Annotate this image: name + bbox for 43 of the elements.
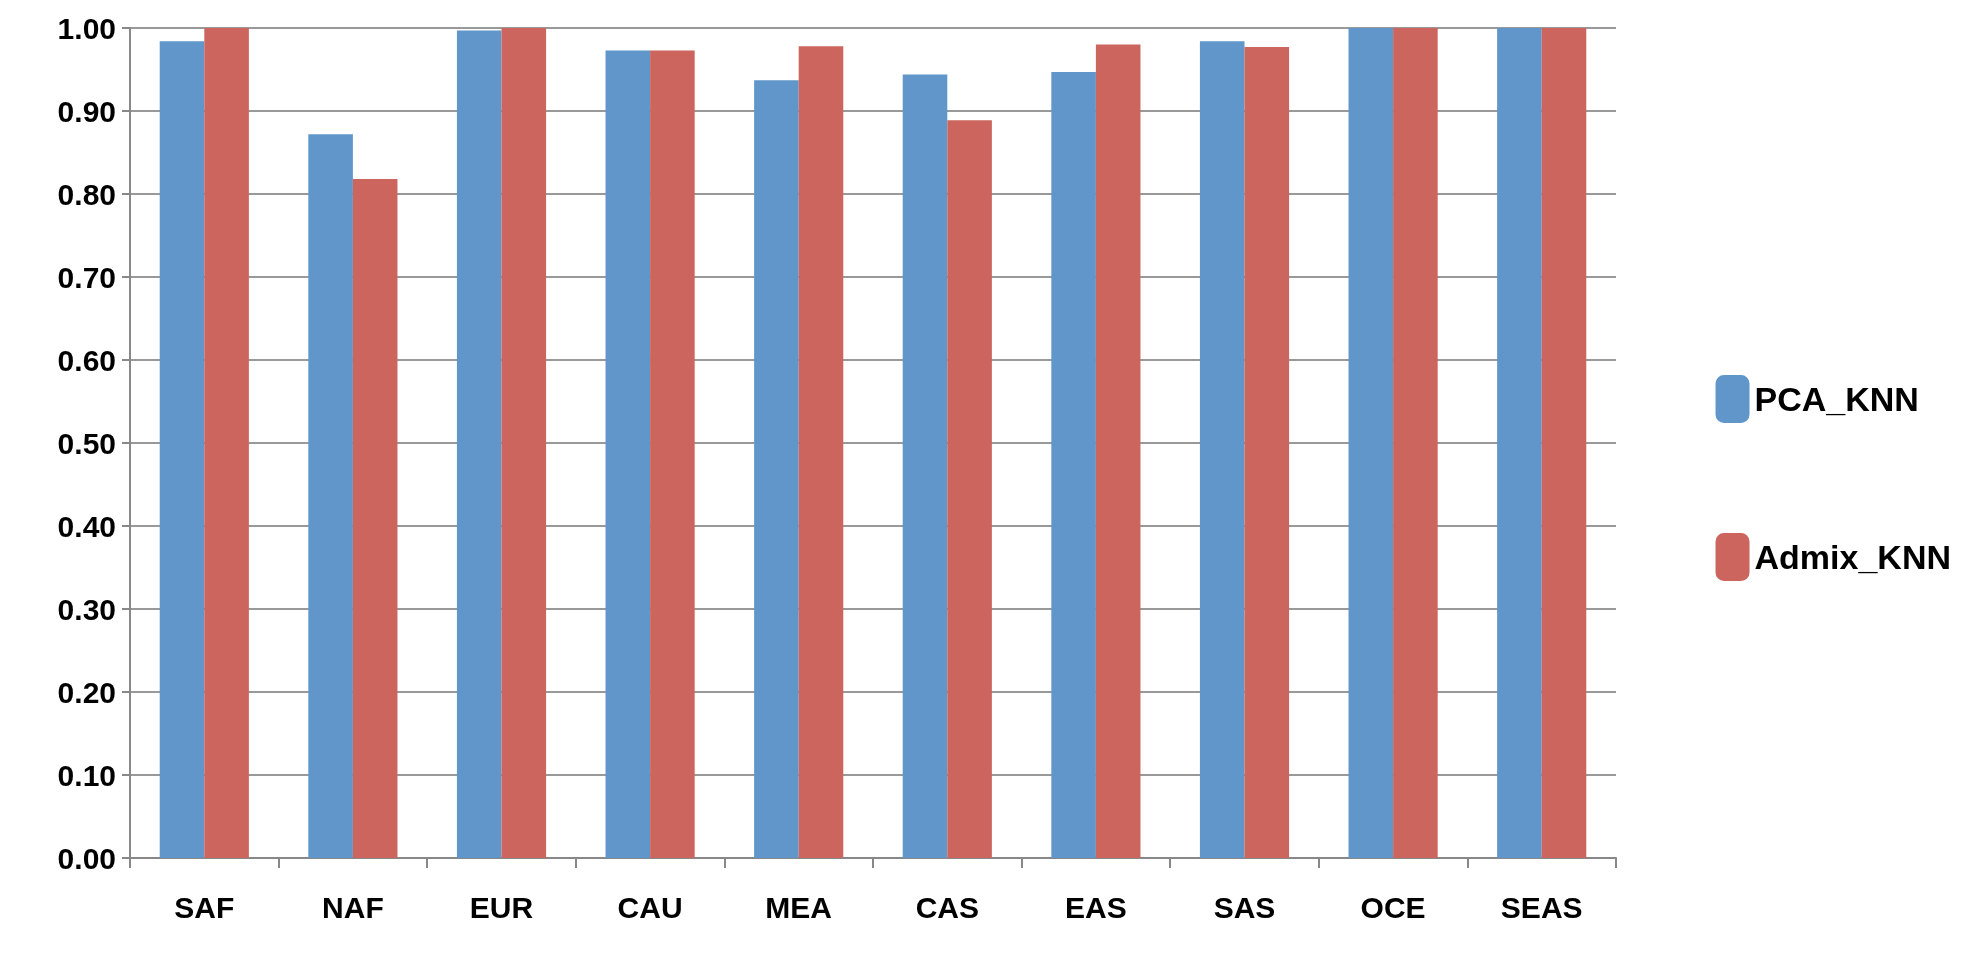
x-tick-label: MEA <box>765 890 833 924</box>
x-tick-label: SEAS <box>1500 890 1583 924</box>
y-tick-label: 1.00 <box>57 11 116 45</box>
y-tick-label: 0.40 <box>57 509 116 543</box>
bar <box>159 41 205 858</box>
y-tick-label: 0.10 <box>57 758 116 792</box>
y-tick-label: 0.90 <box>57 94 116 128</box>
bar <box>1095 44 1141 858</box>
y-tick-label: 0.70 <box>57 260 116 294</box>
x-tick-label: SAS <box>1213 890 1276 924</box>
bar <box>1541 28 1587 858</box>
bar <box>1244 47 1290 858</box>
legend-label: PCA_KNN <box>1754 380 1919 418</box>
bar <box>501 28 547 858</box>
bar <box>1348 28 1394 858</box>
bar <box>1051 71 1096 858</box>
y-tick-label: 0.60 <box>57 343 116 377</box>
bar <box>204 28 249 858</box>
bar <box>352 179 398 858</box>
bar <box>650 50 695 858</box>
bar <box>1199 41 1245 858</box>
bar <box>1497 28 1542 858</box>
y-tick-label: 0.50 <box>57 426 116 460</box>
y-tick-label: 0.80 <box>57 177 116 211</box>
y-tick-label: 0.20 <box>57 675 116 709</box>
y-tick-label: 0.30 <box>57 592 116 626</box>
bar <box>798 46 844 858</box>
bar <box>902 74 948 858</box>
y-tick-label: 0.00 <box>57 841 116 875</box>
bar <box>1393 28 1438 858</box>
bar <box>605 50 651 858</box>
bar <box>754 80 799 858</box>
bar <box>456 30 502 858</box>
x-tick-label: OCE <box>1360 890 1426 924</box>
x-tick-label: NAF <box>322 890 384 924</box>
x-tick-label: CAU <box>617 890 683 924</box>
x-tick-label: EUR <box>469 890 534 924</box>
bar <box>308 134 353 858</box>
x-tick-label: SAF <box>174 890 235 924</box>
bar <box>947 120 992 858</box>
legend-label: Admix_KNN <box>1754 538 1951 576</box>
x-tick-label: EAS <box>1065 890 1127 924</box>
x-tick-label: CAS <box>915 890 979 924</box>
